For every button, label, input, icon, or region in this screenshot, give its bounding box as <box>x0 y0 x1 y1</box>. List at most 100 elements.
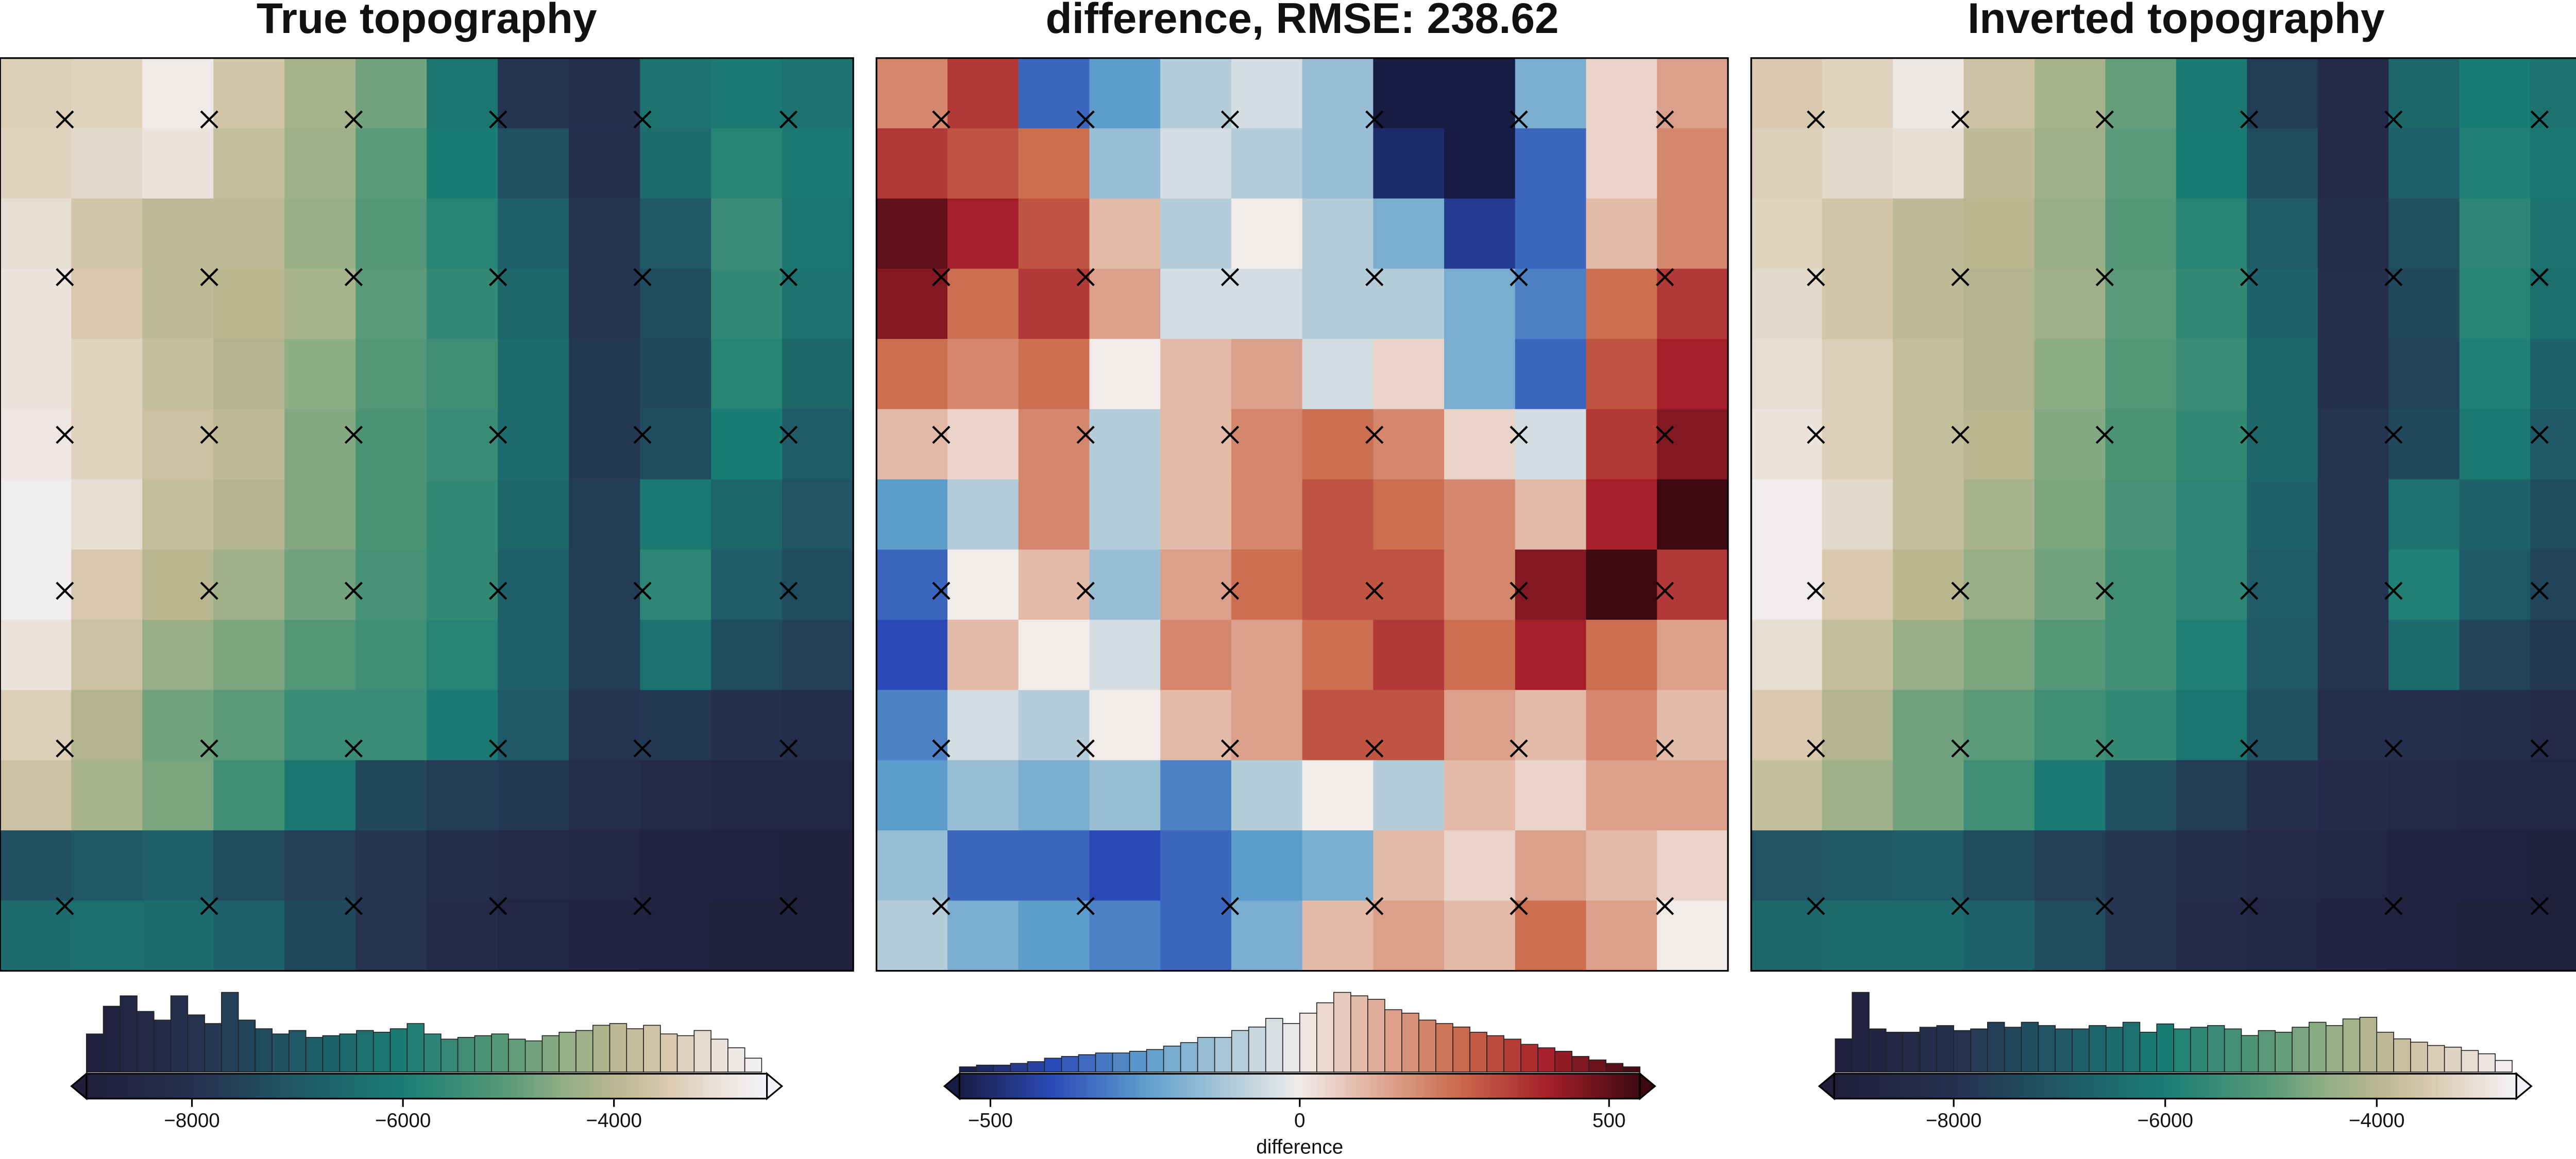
point-marker <box>200 582 218 600</box>
heatmap-cell <box>142 58 214 129</box>
heatmap-cell <box>1963 409 2036 480</box>
heatmap-cell <box>711 58 783 129</box>
histogram-bar <box>1588 1059 1606 1072</box>
histogram-bar <box>659 1033 678 1072</box>
heatmap-cell <box>1231 549 1303 621</box>
point-marker <box>56 739 74 758</box>
heatmap-cell <box>1515 760 1587 831</box>
heatmap-cell <box>711 690 783 761</box>
heatmap-cell <box>1373 830 1445 901</box>
heatmap-cell <box>71 268 143 340</box>
heatmap-cell <box>2034 620 2106 691</box>
heatmap-cell <box>876 198 948 269</box>
point-marker <box>2095 110 2114 129</box>
heatmap-cell <box>1586 268 1658 340</box>
heatmap-cell <box>782 409 854 480</box>
histogram-bar <box>744 1058 762 1072</box>
heatmap-cell <box>1444 690 1516 761</box>
histogram-bar <box>1027 1061 1045 1072</box>
heatmap-cell <box>1963 760 2036 831</box>
heatmap-cell <box>876 128 948 199</box>
heatmap-cell <box>947 198 1019 269</box>
histogram-bar <box>626 1028 644 1072</box>
point-marker <box>1951 425 1970 444</box>
heatmap-cell <box>1822 128 1894 199</box>
point-marker <box>1076 897 1095 915</box>
heatmap-cell <box>2176 620 2248 691</box>
histogram-bar <box>2021 1021 2039 1072</box>
heatmap-cell <box>355 760 428 831</box>
heatmap-cell <box>2247 620 2319 691</box>
heatmap-cell <box>213 760 285 831</box>
histogram-bar <box>2224 1028 2242 1072</box>
colorbar <box>86 1072 768 1100</box>
heatmap-cell <box>71 620 143 691</box>
heatmap-cell <box>142 409 214 480</box>
point-marker <box>1655 897 1674 915</box>
heatmap-cell <box>569 690 641 761</box>
heatmap-cell <box>1160 198 1232 269</box>
histogram-bar <box>1197 1037 1215 1072</box>
heatmap-cell <box>1657 830 1729 901</box>
heatmap-cell <box>284 198 357 269</box>
heatmap-cell <box>1822 690 1894 761</box>
heatmap-cell <box>1586 198 1658 269</box>
heatmap-cell <box>2247 58 2319 129</box>
heatmap-cell <box>142 760 214 831</box>
heatmap-cell <box>640 338 712 410</box>
heatmap-cell <box>213 198 285 269</box>
point-marker <box>1807 739 1825 758</box>
point-marker <box>489 582 507 600</box>
heatmap-cell <box>711 900 783 971</box>
heatmap-cell <box>2176 900 2248 971</box>
heatmap-cell <box>0 198 72 269</box>
heatmap-cell <box>947 58 1019 129</box>
heatmap-cell <box>2459 690 2531 761</box>
point-marker <box>779 582 798 600</box>
heatmap-cell <box>498 900 570 971</box>
heatmap-cell <box>876 549 948 621</box>
heatmap-cell <box>1302 338 1374 410</box>
histogram-bar <box>2427 1045 2445 1072</box>
heatmap-cell <box>1657 198 1729 269</box>
heatmap-cell <box>1373 620 1445 691</box>
heatmap-cell <box>1822 268 1894 340</box>
heatmap-cell <box>71 549 143 621</box>
heatmap-cell <box>1822 479 1894 551</box>
point-marker <box>2384 110 2403 129</box>
heatmap-cell <box>142 620 214 691</box>
point-marker <box>489 897 507 915</box>
point-marker <box>1076 110 1095 129</box>
heatmap-cell <box>1963 479 2036 551</box>
heatmap-cell <box>1963 128 2036 199</box>
heatmap-cell <box>947 830 1019 901</box>
heatmap-cell <box>1586 58 1658 129</box>
heatmap-cell <box>1302 268 1374 340</box>
heatmap-cell <box>947 268 1019 340</box>
heatmap-cell <box>782 690 854 761</box>
heatmap-cell <box>569 58 641 129</box>
heatmap-cell <box>2388 830 2460 901</box>
heatmap-cell <box>2459 760 2531 831</box>
heatmap-cell <box>569 409 641 480</box>
heatmap-cell <box>1444 58 1516 129</box>
point-marker <box>1951 582 1970 600</box>
heatmap-cell <box>1160 549 1232 621</box>
heatmap-cell <box>1231 338 1303 410</box>
colorbar-extend-low <box>70 1071 88 1101</box>
heatmap-cell <box>1373 760 1445 831</box>
heatmap-cell <box>1160 268 1232 340</box>
heatmap-cell <box>782 830 854 901</box>
heatmap-cell <box>2176 128 2248 199</box>
histogram-bar <box>959 1066 977 1072</box>
point-marker <box>200 268 218 286</box>
heatmap-cell <box>2105 128 2177 199</box>
heatmap-cell <box>2530 900 2576 971</box>
histogram-bar <box>289 1030 307 1072</box>
heatmap-cell <box>213 549 285 621</box>
heatmap-cell <box>2105 338 2177 410</box>
heatmap-cell <box>2317 760 2389 831</box>
heatmap-cell <box>0 830 72 901</box>
heatmap-cell <box>0 58 72 129</box>
heatmap-cell <box>71 409 143 480</box>
